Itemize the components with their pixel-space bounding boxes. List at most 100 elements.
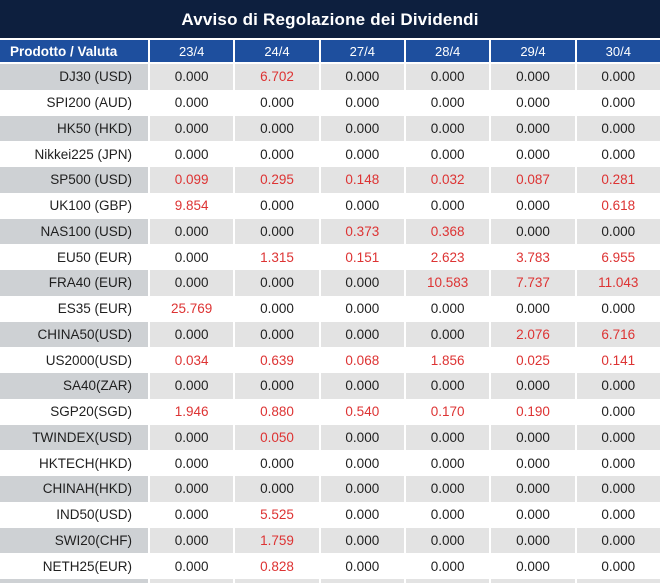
dividend-value-cell: 0.000: [235, 192, 321, 219]
table-row: SPI200 (AUD) 0.000 0.000 0.000 0.000 0.000 0.0…: [0, 89, 660, 116]
table-row: DJ30 (USD) 0.000 6.702 0.000 0.000 0.000 0.000: [0, 64, 660, 90]
dividend-value-cell: 0.000: [491, 476, 577, 502]
dividend-value-cell: 0.000: [491, 527, 577, 554]
dividend-value-cell: 0.000: [491, 501, 577, 528]
dividend-value-cell: 0.000: [150, 424, 236, 451]
dividend-value-cell: 0.190: [491, 398, 577, 425]
dividend-value-cell: 1.946: [150, 398, 236, 425]
dividend-value-cell: 2.076: [491, 321, 577, 348]
column-header-product-valuta: Prodotto / Valuta: [0, 40, 150, 62]
dividend-value-cell: 0.000: [576, 64, 660, 90]
dividend-value-cell: 1.315: [235, 244, 321, 270]
dividend-value-cell: 0.000: [150, 141, 236, 167]
dividend-value-cell: 0.000: [406, 450, 492, 476]
product-cell: SA40(ZAR): [0, 373, 150, 399]
page-title: Avviso di Regolazione dei Dividendi: [0, 0, 660, 40]
dividend-value-cell: 0.000: [406, 89, 492, 116]
column-header-date: 30/4: [605, 43, 631, 59]
dividend-value-cell: 1.759: [235, 527, 321, 554]
dividend-value-cell: 10.583: [405, 270, 492, 296]
dividend-value-cell: 0.000: [150, 64, 236, 90]
dividend-value-cell: 0.000: [150, 476, 236, 502]
dividend-value-cell: 0.000: [150, 270, 236, 296]
table-row: Nikkei225 (JPN) 0.000 0.000 0.000 0.000 0.000…: [0, 141, 660, 167]
dividend-value-cell: 0.000: [320, 270, 406, 296]
table-row: FRA40 (EUR) 0.000 0.000 0.000 10.583 7.737 11.…: [0, 270, 660, 296]
dividend-value-cell: 0.025: [491, 347, 577, 373]
dividend-value-cell: 0.000: [601, 507, 636, 523]
dividend-value-cell: 0.050: [235, 424, 321, 451]
dividend-value-cell: 0.148: [320, 167, 406, 193]
dividend-value-cell: 0.087: [491, 167, 577, 193]
dividend-value-cell: 11.043: [576, 270, 660, 296]
dividend-value-cell: 0.000: [235, 321, 321, 348]
dividend-value-cell: 6.702: [235, 64, 321, 90]
column-header-date: 28/4: [406, 40, 492, 62]
dividend-value-cell: 0.000: [320, 115, 406, 142]
product-cell: Nikkei225 (JPN): [0, 141, 150, 167]
dividend-value-cell: 0.000: [405, 321, 492, 348]
dividend-value-cell: 0.000: [576, 373, 660, 399]
product-cell: FRA40 (EUR): [0, 270, 150, 296]
column-header-date: 27/4: [321, 40, 406, 62]
dividend-value-cell: 0.000: [235, 141, 321, 167]
dividend-value-cell: 0.368: [405, 218, 492, 245]
dividend-value-cell: 0.000: [576, 218, 660, 245]
table-row: SP500 (USD) 0.099 0.295 0.148 0.032 0.087 0.28…: [0, 167, 660, 193]
dividend-value-cell: 0.000: [320, 321, 406, 348]
dividend-value-cell: 0.000: [406, 553, 492, 579]
dividend-value-cell: 0.000: [321, 141, 406, 167]
dividend-value-cell: 0.000: [235, 89, 321, 116]
dividend-value-cell: 0.000: [601, 455, 636, 471]
table-header-row: Prodotto / Valuta 23/4 24/4 27/4 28/4 29/4 30/…: [0, 40, 660, 64]
table-row: EU50 (EUR) 0.000 1.315 0.151 2.623 3.783 6.955: [0, 244, 660, 270]
dividend-value-cell: 0.151: [321, 244, 406, 270]
product-cell: SWI20(CHF): [0, 527, 150, 554]
product-cell: US2000(USD): [0, 347, 150, 373]
product-cell: HK50 (HKD): [0, 115, 150, 142]
dividend-value-cell: 0.000: [576, 527, 660, 554]
dividend-value-cell: 0.000: [576, 115, 660, 142]
table-row: NAS100 (USD) 0.000 0.000 0.373 0.368 0.000 0.0…: [0, 218, 660, 245]
dividend-value-cell: 0.170: [406, 398, 492, 425]
dividend-value-cell: 0.540: [321, 398, 406, 425]
dividend-value-cell: [405, 579, 492, 583]
dividend-value-cell: 0.000: [321, 192, 406, 219]
dividend-value-cell: 9.854: [150, 192, 236, 219]
dividend-value-cell: 0.000: [491, 424, 577, 451]
dividend-value-cell: 0.000: [321, 89, 406, 116]
product-cell: TWINDEX(USD): [0, 424, 150, 451]
dividend-value-cell: 0.000: [491, 295, 577, 322]
dividend-value-cell: 0.000: [150, 373, 236, 399]
dividend-value-cell: 0.000: [405, 115, 492, 142]
table-row: CHINAH(HKD) 0.000 0.000 0.000 0.000 0.000 0.00…: [0, 476, 660, 502]
dividend-value-cell: 0.000: [320, 64, 406, 90]
dividend-value-cell: 0.000: [491, 64, 577, 90]
dividend-value-cell: 0.639: [235, 347, 321, 373]
dividend-value-cell: 0.000: [235, 450, 321, 476]
product-cell: [0, 579, 150, 583]
dividend-value-cell: 0.000: [576, 476, 660, 502]
dividend-value-cell: 0.000: [601, 146, 636, 162]
table-row: CHINA50(USD) 0.000 0.000 0.000 0.000 2.076 6.7…: [0, 321, 660, 348]
dividend-value-cell: 0.000: [235, 218, 321, 245]
dividend-value-cell: 0.618: [601, 198, 636, 214]
product-cell: ES35 (EUR): [0, 295, 150, 322]
dividend-value-cell: 0.000: [150, 501, 236, 528]
dividend-value-cell: 6.955: [601, 249, 636, 265]
table-row: [0, 579, 660, 583]
table-row: NETH25(EUR) 0.000 0.828 0.000 0.000 0.000 0.00…: [0, 553, 660, 579]
column-header-date: 24/4: [235, 40, 321, 62]
dividend-value-cell: 0.000: [601, 301, 636, 317]
dividend-value-cell: 0.000: [576, 424, 660, 451]
dividend-value-cell: 0.000: [491, 89, 577, 116]
dividend-value-cell: 0.000: [150, 553, 236, 579]
dividend-value-cell: 0.000: [405, 527, 492, 554]
product-cell: SPI200 (AUD): [0, 89, 150, 116]
dividend-value-cell: 0.000: [320, 476, 406, 502]
product-cell: CHINA50(USD): [0, 321, 150, 348]
column-header-date: 29/4: [491, 40, 577, 62]
column-header-date: 23/4: [150, 40, 236, 62]
dividend-value-cell: [320, 579, 406, 583]
